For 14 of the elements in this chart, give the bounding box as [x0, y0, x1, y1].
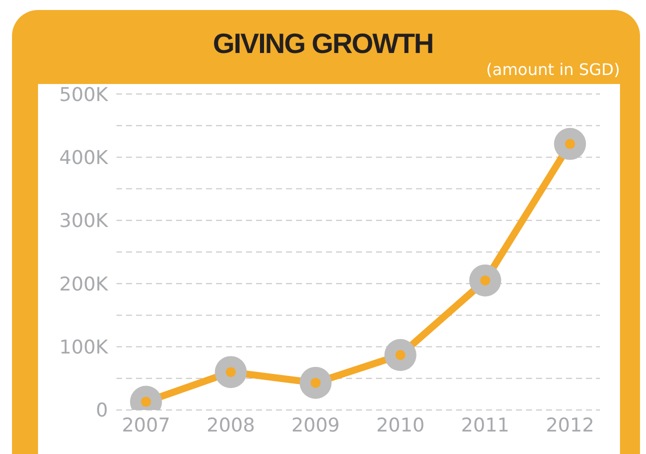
- y-tick-label: 0: [96, 400, 108, 422]
- y-tick-label: 500K: [59, 84, 109, 106]
- x-tick-label: 2008: [206, 414, 255, 436]
- x-tick-label: 2011: [461, 414, 510, 436]
- x-tick-label: 2009: [291, 414, 340, 436]
- chart-title: GIVING GROWTH: [212, 28, 434, 60]
- y-tick-label: 100K: [59, 336, 109, 359]
- x-tick-label: 2007: [122, 414, 170, 436]
- y-tick-label: 300K: [59, 210, 109, 232]
- chart-subtitle: (amount in SGD): [486, 60, 620, 79]
- y-tick-label: 200K: [59, 273, 109, 296]
- x-tick-label: 2012: [546, 414, 594, 436]
- x-tick-label: 2010: [376, 414, 425, 436]
- y-tick-label: 400K: [59, 146, 109, 169]
